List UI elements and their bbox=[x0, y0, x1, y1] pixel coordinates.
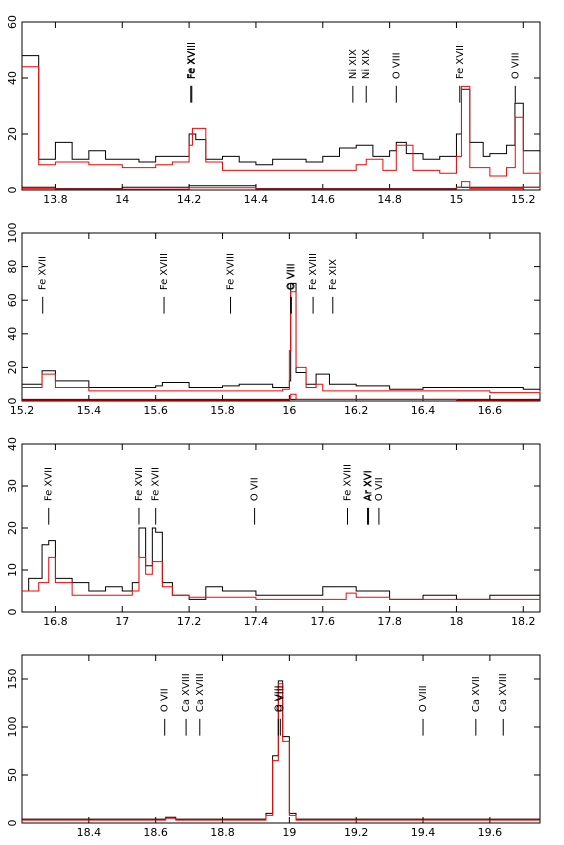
series-2-line bbox=[22, 683, 540, 821]
y-tick-label: 0 bbox=[6, 609, 19, 616]
spectrum-panel-4: 18.4 18.6 18.8 19 19.2 19.4 19.6 0 50 100 150 O VII… bbox=[6, 654, 541, 839]
y-tick-label: 80 bbox=[6, 260, 19, 274]
x-tick-label: 17.6 bbox=[311, 615, 336, 628]
x-tick-label: 17.4 bbox=[244, 615, 269, 628]
line-label: Fe XVII bbox=[44, 467, 55, 501]
y-tick-label: 50 bbox=[6, 768, 19, 782]
x-tick-label: 16 bbox=[282, 404, 296, 417]
line-label: O VIII bbox=[391, 52, 402, 79]
y-tick-label: 10 bbox=[6, 563, 19, 577]
line-label: O VIII bbox=[286, 263, 297, 290]
line-label: Fe XIX bbox=[328, 259, 339, 290]
line-label: Ar XVI bbox=[364, 470, 375, 501]
line-label: Ca XVIII bbox=[195, 673, 206, 712]
x-tick-label: 15.8 bbox=[210, 404, 235, 417]
plot-frame bbox=[21, 21, 541, 191]
y-tick-label: 60 bbox=[6, 293, 19, 307]
x-tick-label: 19.4 bbox=[411, 826, 436, 839]
x-tick-label: 15.2 bbox=[511, 193, 536, 206]
x-tick-label: 15.2 bbox=[10, 404, 35, 417]
line-label: O VII bbox=[250, 477, 261, 501]
y-tick-label: 60 bbox=[6, 15, 19, 29]
line-label: O VIII bbox=[275, 685, 286, 712]
y-tick-label: 40 bbox=[6, 71, 19, 85]
series-3-line bbox=[22, 185, 540, 190]
line-label: Ca XVII bbox=[471, 676, 482, 712]
x-tick-label: 15 bbox=[449, 193, 463, 206]
x-tick-label: 13.8 bbox=[43, 193, 68, 206]
y-tick-label: 40 bbox=[6, 327, 19, 341]
x-tick-label: 14.6 bbox=[311, 193, 336, 206]
y-tick-label: 0 bbox=[6, 398, 19, 405]
spectrum-panel-3: 16.8 17 17.2 17.4 17.6 17.8 18 18.2 0 10 20 30 40 Fe … bbox=[6, 437, 541, 628]
x-tick-label: 15.4 bbox=[77, 404, 102, 417]
series-2-line bbox=[22, 556, 540, 600]
y-tick-label: 20 bbox=[6, 127, 19, 141]
x-tick-label: 19 bbox=[282, 826, 296, 839]
x-tick-label: 16.2 bbox=[344, 404, 369, 417]
line-label: Fe XVII bbox=[38, 256, 49, 290]
x-tick-label: 18.4 bbox=[77, 826, 102, 839]
series-2-line bbox=[22, 66, 541, 177]
x-tick-label: 15.6 bbox=[143, 404, 168, 417]
line-label: Fe XVIII bbox=[159, 253, 170, 290]
line-label: Ar XVI bbox=[363, 470, 374, 501]
line-label: O VIII bbox=[418, 685, 429, 712]
y-tick-label: 30 bbox=[6, 479, 19, 493]
x-tick-label: 14.8 bbox=[377, 193, 402, 206]
x-tick-label: 14.4 bbox=[244, 193, 269, 206]
line-label: O VII bbox=[160, 688, 171, 712]
plot-frame bbox=[21, 443, 541, 613]
line-label: Fe XVIII bbox=[186, 42, 197, 79]
x-tick-label: 17 bbox=[115, 615, 129, 628]
line-label: Fe XVIII bbox=[343, 464, 354, 501]
y-tick-label: 40 bbox=[6, 437, 19, 451]
x-tick-label: 18.2 bbox=[511, 615, 536, 628]
x-tick-label: 18.6 bbox=[143, 826, 168, 839]
y-tick-label: 20 bbox=[6, 521, 19, 535]
line-label: Ni XIX bbox=[348, 49, 359, 79]
line-label: Ca XVIII bbox=[181, 673, 192, 712]
y-tick-label: 0 bbox=[6, 820, 19, 827]
spectrum-panel-1: 13.8 14 14.2 14.4 14.6 14.8 15 15.2 0 20 40 60 Fe XV… bbox=[6, 15, 541, 206]
y-tick-label: 20 bbox=[6, 360, 19, 374]
line-label: Fe XVIII bbox=[187, 42, 198, 79]
x-tick-label: 16.6 bbox=[478, 404, 503, 417]
x-tick-label: 19.6 bbox=[478, 826, 503, 839]
x-tick-label: 18 bbox=[449, 615, 463, 628]
spectrum-panel-2: 15.2 15.4 15.6 15.8 16 16.2 16.4 16.6 0 20 40 60 80 1… bbox=[6, 223, 541, 417]
x-tick-label: 16.8 bbox=[43, 615, 68, 628]
y-tick-label: 0 bbox=[6, 187, 19, 194]
x-tick-label: 19.2 bbox=[344, 826, 369, 839]
y-tick-label: 100 bbox=[6, 717, 19, 738]
line-label: O VIII bbox=[273, 685, 284, 712]
y-tick-label: 100 bbox=[6, 223, 19, 244]
line-label: O VII bbox=[374, 477, 385, 501]
line-label: Fe XVII bbox=[151, 467, 162, 501]
x-tick-label: 14.2 bbox=[177, 193, 202, 206]
line-label: Ni XIX bbox=[361, 49, 372, 79]
x-tick-label: 16.4 bbox=[411, 404, 436, 417]
line-label: Fe XVII bbox=[134, 467, 145, 501]
line-label: O VIII bbox=[286, 263, 297, 290]
line-label: Fe XVII bbox=[455, 45, 466, 79]
series-1-line bbox=[22, 282, 541, 390]
x-tick-label: 17.8 bbox=[377, 615, 402, 628]
x-tick-label: 14 bbox=[115, 193, 129, 206]
plot-frame bbox=[21, 232, 541, 402]
y-tick-label: 150 bbox=[6, 669, 19, 690]
line-label: O VIII bbox=[510, 52, 521, 79]
series-2-line bbox=[22, 291, 541, 394]
series-4-line bbox=[22, 181, 541, 190]
line-label: Ca XVIII bbox=[498, 673, 509, 712]
plot-frame bbox=[21, 654, 541, 824]
series-4-line bbox=[22, 393, 540, 401]
line-label: Fe XVIII bbox=[308, 253, 319, 290]
line-label: Fe XVIII bbox=[226, 253, 237, 290]
series-1-line bbox=[22, 527, 540, 600]
series-1-line bbox=[22, 55, 541, 166]
x-tick-label: 18.8 bbox=[210, 826, 235, 839]
x-tick-label: 17.2 bbox=[177, 615, 202, 628]
